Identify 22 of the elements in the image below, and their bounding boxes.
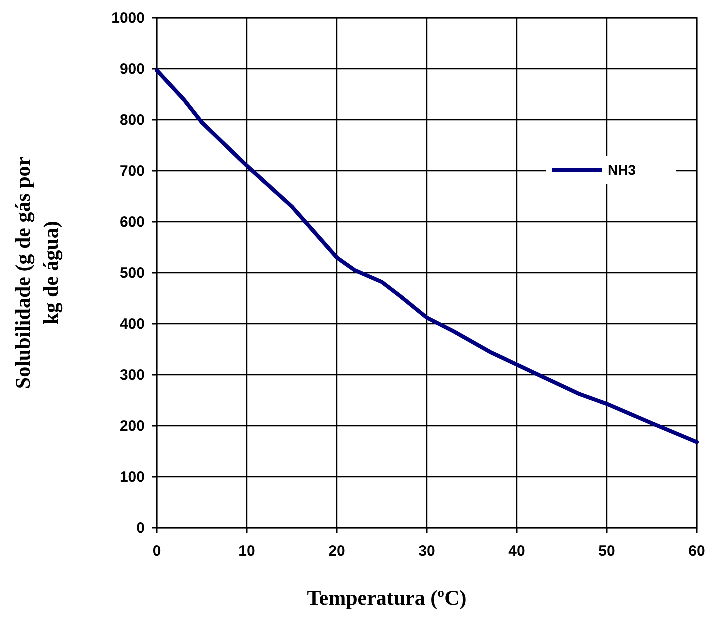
- y-axis-title: Solubilidade (g de gás por kg de água): [11, 156, 63, 390]
- y-tick-label: 0: [136, 520, 145, 537]
- x-tick-label: 60: [688, 543, 706, 560]
- x-axis-title: Temperatura (ºC): [307, 586, 467, 610]
- x-tick-label: 30: [418, 543, 436, 560]
- x-tick-label: 0: [152, 543, 162, 560]
- x-tick-label: 20: [328, 543, 346, 560]
- legend-label: NH3: [608, 162, 636, 178]
- y-tick-label: 100: [120, 469, 145, 486]
- x-tick-label: 40: [508, 543, 526, 560]
- x-tick-label: 50: [598, 543, 616, 560]
- line-series: [155, 68, 699, 444]
- y-tick-label: 600: [120, 214, 145, 231]
- y-tick-label: 900: [120, 61, 145, 78]
- y-tick-label: 400: [120, 316, 145, 333]
- y-tick-label: 200: [120, 418, 145, 435]
- x-tick-label: 10: [238, 543, 256, 560]
- y-tick-label: 700: [120, 163, 145, 180]
- y-tick-label: 300: [120, 367, 145, 384]
- y-tick-label: 500: [120, 265, 145, 282]
- y-tick-label: 800: [120, 112, 145, 129]
- y-tick-label: 1000: [112, 10, 145, 27]
